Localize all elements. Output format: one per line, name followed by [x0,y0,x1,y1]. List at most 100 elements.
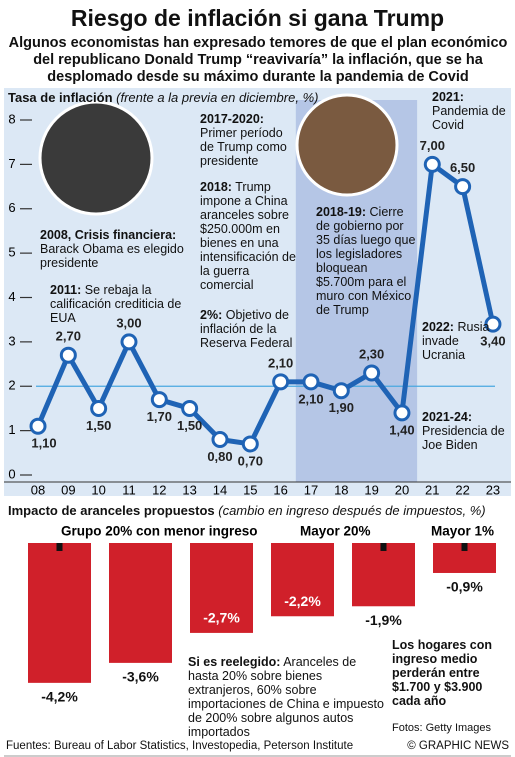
value-label: 1,10 [31,436,56,451]
x-tick-label: 19 [364,482,378,497]
annotation-head: 2011: [50,283,82,297]
x-tick-label: 18 [334,482,348,497]
group-marker [380,543,387,551]
point [90,399,108,417]
point [29,417,47,435]
value-label: 7,00 [420,138,445,153]
annotation-body: Primer período de Trump como presidente [200,126,287,168]
bar [271,543,334,617]
x-tick-label: 10 [91,482,105,497]
point [302,373,320,391]
chart1-heading: Tasa de inflación (frente a la previa en… [8,90,318,105]
annotation-head: 2018-19: [316,205,367,219]
value-label: 2,30 [359,346,384,361]
x-tick-label: 23 [486,482,500,497]
point [363,364,381,382]
annotation-head: 2021: [432,90,464,104]
y-tick-label: 8 [8,111,15,126]
value-label: 2,10 [268,355,293,370]
annotation: Los hogares con ingreso medio perderán e… [392,638,512,708]
point [211,431,229,448]
y-tick-label: 6 [8,200,15,215]
point [241,435,259,453]
value-label: -0,9% [446,579,483,595]
group-label: Grupo 20% con menor ingreso [61,524,258,539]
value-label: -2,7% [203,610,240,626]
annotation-body: Cierre de gobierno por 35 días luego que… [316,205,416,317]
annotation-head: Los hogares con ingreso medio perderán e… [392,638,493,708]
x-tick-label: 11 [122,482,136,497]
chart1-subtitle: (frente a la previa en diciembre, %) [116,90,319,105]
point [120,333,138,351]
x-tick-label: 09 [61,482,75,497]
x-tick-label: 16 [273,482,287,497]
x-tick-label: 20 [395,482,409,497]
annotation: 2018-19: Cierre de gobierno por 35 días … [316,205,416,317]
inflation-line [35,161,496,447]
annotation: 2008, Crisis financiera: Barack Obama es… [40,228,200,270]
y-tick-label: 2 [8,378,15,393]
annotation-body: Objetivo de inflación de la Reserva Fede… [200,308,293,350]
point [484,315,502,333]
value-label: 1,50 [86,418,111,433]
y-tick-label: 0 [8,466,15,481]
annotation-body: Se rebaja la calificación crediticia de … [50,283,182,325]
photos-credit: Fotos: Getty Images [392,722,492,734]
group-label: Mayor 1% [431,524,494,539]
annotation: Si es reelegido: Aranceles de hasta 20% … [188,655,388,739]
annotation-head: 2021-24: [422,410,473,424]
value-label: -1,9% [365,612,402,628]
point [150,391,168,409]
annotation-head: 2022: [422,320,454,334]
chart1-title: Tasa de inflación [8,90,113,105]
annotation: 2%: Objetivo de inflación de la Reserva … [200,308,300,350]
x-tick-label: 17 [304,482,318,497]
annotation-body: Presidencia de Joe Biden [422,424,505,452]
point [181,399,199,417]
title: Riesgo de inflación si gana Trump [70,5,445,31]
annotation-head: 2008, Crisis financiera: [40,228,177,242]
group-marker [461,543,468,551]
y-tick-label: 3 [8,333,15,348]
sources: Fuentes: Bureau of Labor Statistics, Inv… [6,740,354,752]
value-label: -4,2% [41,689,78,705]
annotation-body: Trump impone a China aranceles sobre $25… [200,180,296,292]
y-tick-label: 5 [8,245,15,260]
annotation-head: 2%: [200,308,223,322]
y-tick-label: 1 [8,422,15,437]
value-label: 3,40 [480,334,505,349]
group-marker [56,543,63,551]
value-label: 0,80 [207,449,232,464]
point [59,346,77,364]
annotation-head: Si es reelegido: [188,655,281,669]
annotation-body: Aranceles de hasta 20% sobre bienes extr… [188,655,384,739]
point [423,155,441,173]
value-label: 1,50 [177,418,202,433]
point [454,178,472,196]
annotation-head: 2018: [200,180,232,194]
x-tick-label: 15 [243,482,257,497]
value-label: -3,6% [122,669,159,685]
value-label: 1,40 [389,422,414,437]
group-label: Mayor 20% [300,524,371,539]
photo-trump [295,93,399,197]
x-tick-label: 21 [425,482,439,497]
bar [28,543,91,683]
y-tick-label: 4 [8,289,15,304]
value-label: 2,10 [298,391,323,406]
annotation: 2021: Pandemia de Covid [432,90,512,132]
x-tick-label: 08 [31,482,45,497]
chart2-heading: Impacto de aranceles propuestos (cambio … [8,503,486,518]
subtitle: Algunos economistas han expresado temore… [8,35,508,85]
annotation-body: Pandemia de Covid [432,104,506,132]
annotation-body: Rusia invade Ucrania [422,320,490,362]
point [393,404,411,422]
value-label: -2,2% [284,593,321,609]
annotation: 2021-24: Presidencia de Joe Biden [422,410,507,452]
annotation: 2011: Se rebaja la calificación creditic… [50,283,190,325]
photo-obama [38,100,154,216]
value-label: 1,90 [329,400,354,415]
credit: © GRAPHIC NEWS [407,740,509,752]
